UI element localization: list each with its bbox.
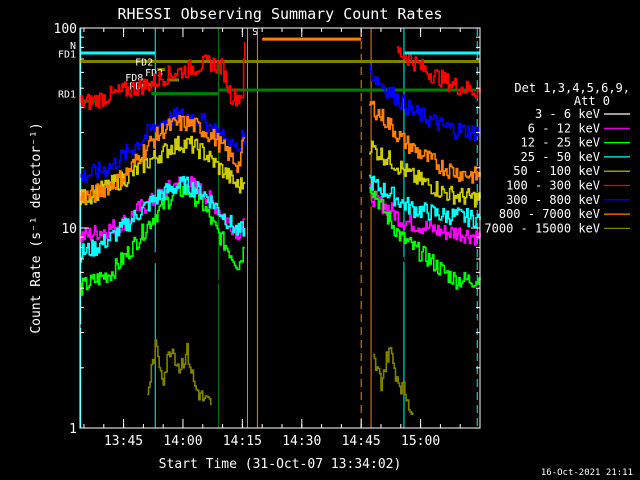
legend-label-2: 12 - 25 keV (521, 136, 600, 150)
series-line-7-0 (80, 114, 246, 205)
state-label-2: FD2 (135, 58, 153, 69)
x-tick-label-14:00: 14:00 (163, 434, 202, 449)
series-lines (80, 42, 481, 415)
state-label-3: FD3 (145, 68, 163, 79)
series-line-3-1 (369, 174, 481, 229)
y-tick-label-1: 1 (69, 422, 77, 437)
legend-label-7: 800 - 7000 keV (499, 207, 600, 221)
series-line-0-0 (80, 206, 246, 334)
legend-label-5: 100 - 300 keV (506, 179, 600, 193)
y-axis-ticks: 1 10 100 (54, 22, 480, 437)
y-tick-label-10: 10 (61, 222, 77, 237)
series-line-0-1 (369, 197, 481, 329)
state-label-1: FD1 (58, 49, 76, 60)
chart-title: RHESSI Observing Summary Count Rates (117, 5, 442, 23)
x-tick-label-13:45: 13:45 (104, 434, 143, 449)
legend-label-1: 6 - 12 keV (528, 121, 600, 135)
state-label-9: S (252, 27, 258, 38)
series-line-2-1 (369, 186, 481, 290)
x-axis-ticks: 13:45 14:00 14:15 14:30 14:45 15:00 (83, 28, 481, 449)
series-line-8-0 (147, 339, 212, 406)
state-label-4: FD8 (125, 73, 143, 84)
series-line-5-1 (396, 46, 481, 99)
legend-label-3: 25 - 50 keV (521, 150, 600, 164)
x-tick-label-14:45: 14:45 (342, 434, 381, 449)
x-tick-label-15:00: 15:00 (401, 434, 440, 449)
x-axis-label: Start Time (31-Oct-07 13:34:02) (159, 457, 402, 472)
x-tick-label-14:30: 14:30 (282, 434, 321, 449)
series-line-4-1 (369, 140, 481, 208)
y-axis-label: Count Rate (s⁻¹ detector⁻¹) (29, 122, 44, 333)
legend-title-line2: Att 0 (574, 94, 610, 108)
series-line-1-1 (369, 183, 481, 246)
series-line-3-0 (80, 175, 246, 263)
series-line-7-1 (369, 100, 481, 184)
x-tick-label-14:15: 14:15 (223, 434, 262, 449)
series-line-5-0 (80, 42, 246, 111)
series-line-1-0 (80, 176, 246, 243)
series-line-8-1 (373, 346, 414, 415)
state-label-6: RD1 (58, 89, 76, 100)
legend-title-line1: Det 1,3,4,5,6,9, (514, 81, 630, 95)
legend-label-0: 3 - 6 keV (535, 107, 600, 121)
series-line-6-1 (369, 64, 481, 141)
legend-label-4: 50 - 100 keV (513, 164, 600, 178)
state-label-0: N (70, 41, 76, 52)
legend-label-8: 7000 - 15000 keV (484, 221, 600, 235)
footer-timestamp: 16-Oct-2021 21:11 (541, 468, 633, 478)
y-minor-ticks (80, 36, 480, 369)
series-line-4-0 (80, 135, 246, 206)
legend-label-6: 300 - 800 keV (506, 193, 600, 207)
y-tick-label-100: 100 (54, 22, 77, 37)
